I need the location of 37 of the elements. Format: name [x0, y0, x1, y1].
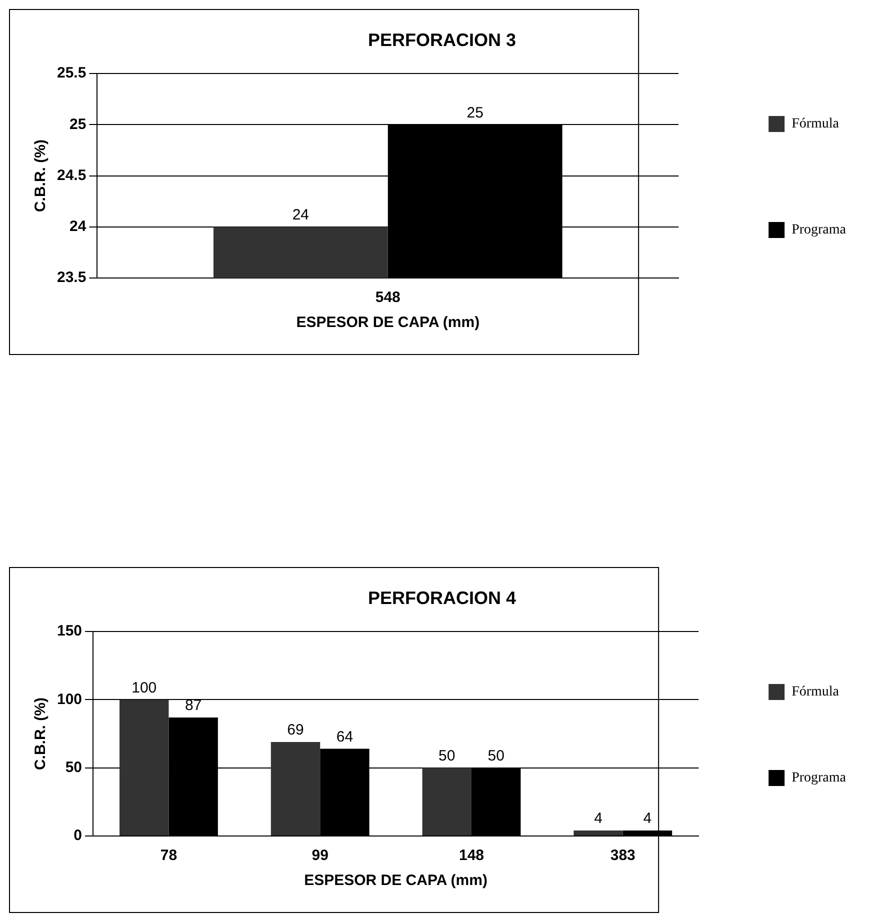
- y-tick-label: 150: [56, 622, 82, 640]
- x-tick-label: 148: [458, 847, 484, 864]
- y-axis-title: C.B.R. (%): [32, 698, 50, 770]
- data-label: 64: [336, 728, 354, 746]
- data-label: 100: [132, 679, 157, 696]
- bar: [422, 768, 472, 836]
- y-tick-label: 25: [70, 116, 86, 133]
- y-tick-label: 23.5: [56, 269, 86, 286]
- data-label: 4: [643, 810, 652, 828]
- x-tick-label: 383: [610, 847, 636, 864]
- chart-title: PERFORACION 4: [368, 588, 516, 608]
- y-tick-label: 24.5: [56, 166, 86, 184]
- x-tick-label: 99: [312, 847, 328, 864]
- data-label: 25: [466, 104, 484, 122]
- legend-label: Fórmula: [792, 684, 840, 700]
- chart-title: PERFORACION 3: [368, 30, 516, 50]
- data-label: 69: [287, 722, 304, 739]
- x-tick-label: 78: [160, 847, 178, 864]
- data-label: 50: [438, 748, 456, 765]
- bar: [120, 700, 169, 836]
- y-tick-label: 24: [70, 218, 87, 236]
- x-axis-title: ESPESOR DE CAPA (mm): [296, 314, 480, 332]
- legend-label: Programa: [792, 770, 847, 786]
- x-tick-label: 548: [375, 289, 400, 306]
- bar: [270, 742, 320, 836]
- data-label: 50: [488, 748, 504, 765]
- y-tick-label: 25.5: [56, 64, 86, 82]
- legend-label: Fórmula: [792, 116, 840, 132]
- y-axis-title: C.B.R. (%): [32, 140, 50, 212]
- x-axis-title: ESPESOR DE CAPA (mm): [304, 872, 488, 890]
- legend-label: Programa: [792, 222, 847, 238]
- data-label: 4: [594, 810, 602, 828]
- bar: [574, 830, 623, 836]
- y-tick-label: 50: [65, 759, 82, 776]
- y-tick-label: 100: [56, 690, 82, 708]
- data-label: 24: [292, 206, 310, 224]
- y-tick-label: 0: [74, 827, 82, 844]
